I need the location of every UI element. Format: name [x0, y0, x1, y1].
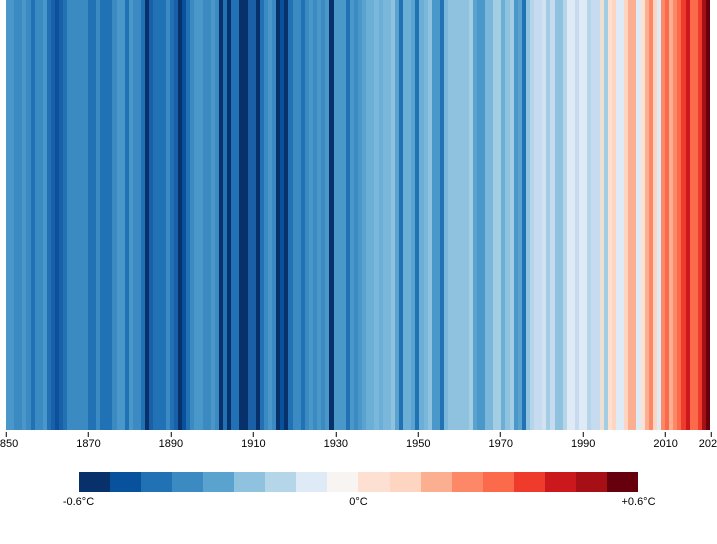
- axis-tick: 1910: [241, 432, 265, 450]
- axis-tick: 2021: [699, 432, 717, 450]
- legend-segment: [203, 472, 234, 492]
- legend-label: 0°C: [349, 496, 367, 508]
- axis-tick: 1950: [406, 432, 430, 450]
- legend-segment: [79, 472, 110, 492]
- stripe-year-2021: [706, 0, 710, 430]
- axis-tick: 1890: [159, 432, 183, 450]
- stripes-area: [6, 0, 711, 430]
- legend-segment: [358, 472, 389, 492]
- legend-segment: [452, 472, 483, 492]
- legend: -0.6°C 0°C +0.6°C: [0, 472, 717, 512]
- legend-segment: [545, 472, 576, 492]
- axis-tick: 1970: [488, 432, 512, 450]
- legend-labels: -0.6°C0°C+0.6°C: [79, 496, 639, 512]
- legend-segment: [483, 472, 514, 492]
- axis-tick: 1990: [571, 432, 595, 450]
- legend-segment: [234, 472, 265, 492]
- axis-tick: 1930: [324, 432, 348, 450]
- legend-segment: [327, 472, 358, 492]
- legend-segment: [172, 472, 203, 492]
- legend-segment: [110, 472, 141, 492]
- legend-segment: [390, 472, 421, 492]
- legend-label: -0.6°C: [63, 496, 94, 508]
- legend-segment: [141, 472, 172, 492]
- legend-segment: [576, 472, 607, 492]
- legend-segment: [296, 472, 327, 492]
- year-axis: 1850187018901910193019501970199020102021: [6, 432, 711, 454]
- legend-segment: [514, 472, 545, 492]
- legend-segment: [607, 472, 638, 492]
- legend-segment: [421, 472, 452, 492]
- legend-label: +0.6°C: [621, 496, 655, 508]
- axis-tick: 1850: [0, 432, 18, 450]
- axis-tick: 1870: [76, 432, 100, 450]
- legend-segment: [265, 472, 296, 492]
- legend-colorbar: [79, 472, 639, 492]
- warming-stripes-chart: 1850 1870 1890 1910 1930 1950 1970 1990 2010 2021…: [0, 0, 717, 512]
- axis-tick: 2010: [653, 432, 677, 450]
